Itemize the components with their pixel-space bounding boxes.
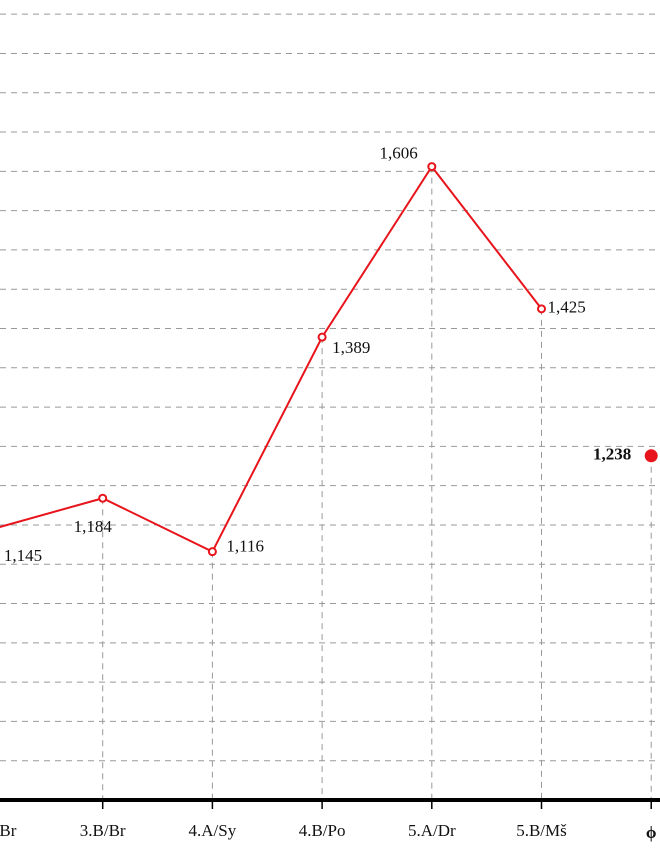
x-tick-label: 4.B/Po [299,821,346,840]
value-label: 1,425 [548,298,586,317]
point [98,493,108,503]
average-category: ϕ [646,823,657,842]
x-tick-label: 3.B/Br [80,821,126,840]
x-tick-label: 3.A/Br [0,821,17,840]
point [427,162,437,172]
x-tick-label: 5.A/Dr [408,821,456,840]
value-label: 1,389 [332,338,370,357]
point [537,304,546,314]
point [207,547,217,557]
average-label: 1,238 [593,445,631,464]
series-line [0,164,543,553]
x-tick-label: 5.B/Mš [516,821,567,840]
value-label: 1,606 [380,144,418,163]
x-tick-label: 4.A/Sy [189,821,237,840]
average-point [644,449,658,463]
value-label: 1,116 [226,537,264,556]
value-label: 1,145 [4,546,42,565]
value-label: 1,184 [74,517,113,536]
point [317,332,327,342]
